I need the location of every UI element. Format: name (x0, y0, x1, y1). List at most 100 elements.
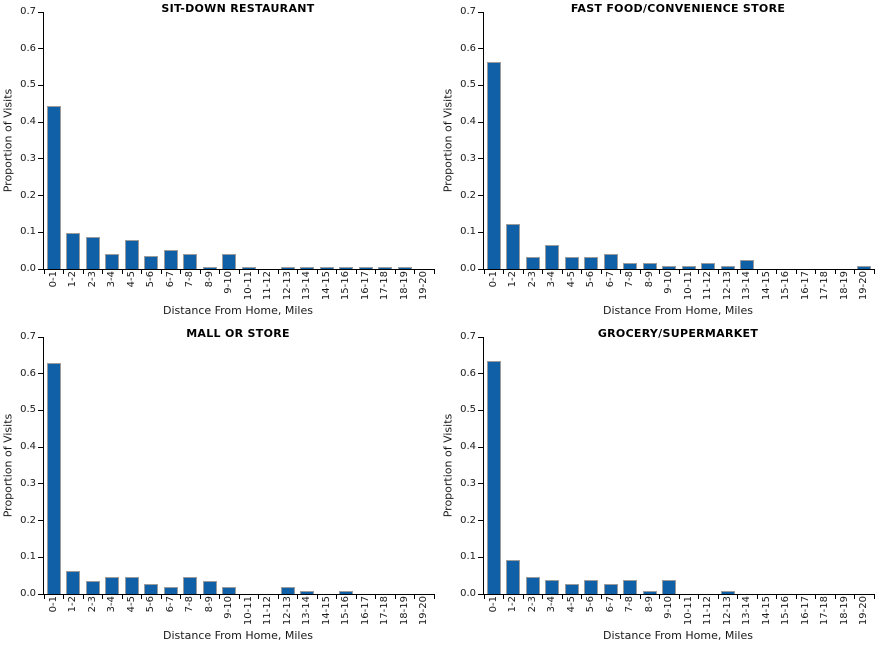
x-tick (394, 594, 396, 599)
y-tick (38, 593, 44, 595)
x-tick (639, 594, 641, 599)
bar (857, 266, 872, 269)
bar (222, 587, 237, 594)
x-tick (776, 594, 777, 599)
y-tick (38, 48, 44, 50)
chart-fast-food-convenience-store: FAST FOOD/CONVENIENCE STORE Proportion o… (440, 0, 881, 325)
y-tick-label: 0.5 (460, 79, 476, 91)
x-tick (522, 594, 524, 599)
bar (124, 239, 139, 269)
x-tick (483, 594, 485, 599)
bar (564, 584, 579, 594)
bar (46, 105, 61, 269)
x-tick (483, 269, 485, 274)
chart-title: MALL OR STORE (186, 327, 290, 340)
y-tick-label: 0.0 (20, 588, 36, 599)
x-tick (219, 594, 220, 599)
x-tick (542, 269, 543, 274)
bar (144, 255, 159, 269)
bar (183, 577, 198, 594)
bar (584, 580, 599, 594)
y-tick-label: 0.1 (20, 551, 36, 563)
chart-title: SIT-DOWN RESTAURANT (161, 2, 315, 15)
y-tick-label: 0.4 (20, 116, 36, 128)
bar (603, 253, 618, 269)
x-tick (43, 269, 45, 274)
bar (85, 580, 100, 594)
x-tick (414, 269, 415, 274)
x-tick (160, 269, 162, 274)
x-tick (277, 594, 279, 599)
bar (701, 263, 716, 269)
y-tick (478, 483, 484, 485)
y-tick-label: 0.7 (20, 6, 36, 17)
y-tick-label: 0.0 (20, 263, 36, 274)
x-tick (873, 594, 875, 599)
x-tick (561, 594, 563, 599)
x-tick (659, 594, 660, 599)
x-tick (600, 269, 602, 274)
bar (506, 560, 521, 594)
y-tick-label: 0.1 (20, 226, 36, 238)
bar (358, 267, 373, 269)
y-tick (478, 409, 484, 411)
y-tick (478, 158, 484, 160)
y-tick (38, 373, 44, 375)
bar (720, 590, 735, 594)
bar (662, 266, 677, 269)
x-tick (433, 594, 435, 599)
chart-grocery-supermarket: GROCERY/SUPERMARKET Proportion of Visits… (440, 325, 881, 651)
x-tick (854, 269, 855, 274)
bar (564, 256, 579, 269)
bar (163, 250, 178, 269)
bar (300, 267, 315, 269)
chart-title: FAST FOOD/CONVENIENCE STORE (570, 2, 786, 15)
x-tick (82, 269, 84, 274)
x-tick (698, 269, 699, 274)
bar (163, 587, 178, 594)
bar (105, 253, 120, 269)
bar (339, 267, 354, 269)
x-tick (102, 269, 103, 274)
x-tick (63, 269, 64, 274)
y-tick-label: 0.5 (460, 404, 476, 416)
bar (280, 267, 295, 269)
y-tick-label: 0.6 (20, 42, 36, 54)
y-tick (38, 268, 44, 270)
x-tick (756, 594, 758, 599)
x-tick (316, 594, 318, 599)
x-tick (297, 594, 298, 599)
x-tick (717, 594, 719, 599)
x-tick (620, 594, 621, 599)
bar (222, 253, 237, 269)
y-tick-label: 0.6 (20, 367, 36, 379)
bar (66, 571, 81, 594)
x-tick (316, 269, 318, 274)
x-tick (238, 269, 240, 274)
x-axis-label: Distance From Home, Miles (163, 629, 313, 642)
x-tick (180, 594, 181, 599)
y-tick (38, 121, 44, 123)
x-tick (834, 269, 836, 274)
y-tick-label: 0.4 (20, 441, 36, 453)
bar (642, 263, 657, 269)
x-tick (414, 594, 415, 599)
x-tick (834, 594, 836, 599)
bar (280, 587, 295, 594)
bar (545, 580, 560, 594)
y-tick-label: 0.0 (460, 263, 476, 274)
x-tick (581, 594, 582, 599)
x-tick (600, 594, 602, 599)
plot-area: 0.0 0.1 0.2 0.3 0.4 0.5 0.6 0.7 0-1 1-2 2-3 3-4 4-5 5… (20, 331, 435, 625)
x-tick (542, 594, 543, 599)
y-tick-label: 0.6 (460, 367, 476, 379)
y-tick (478, 520, 484, 522)
x-tick (717, 269, 719, 274)
x-tick (698, 594, 699, 599)
x-tick (620, 269, 621, 274)
x-tick (199, 594, 201, 599)
bar (545, 245, 560, 269)
y-tick (478, 231, 484, 233)
x-tick (394, 269, 396, 274)
bar (105, 577, 120, 594)
